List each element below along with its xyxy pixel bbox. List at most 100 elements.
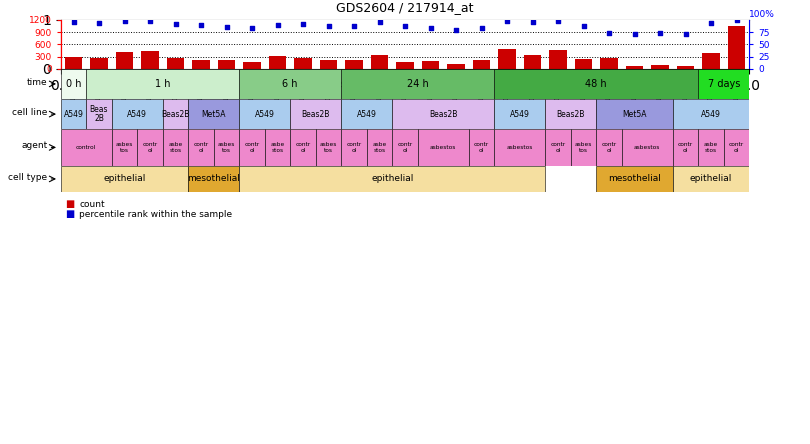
Point [628,31,641,38]
Bar [188,166,239,192]
Text: contr
ol: contr ol [398,142,412,153]
Bar [418,129,469,166]
Text: contr
ol: contr ol [245,142,259,153]
Text: Met5A: Met5A [202,110,226,119]
Text: 0 h: 0 h [66,79,81,89]
Bar [392,129,418,166]
Bar [494,99,545,129]
Bar [290,99,341,129]
Text: agent: agent [21,141,47,150]
Bar [469,129,494,166]
Bar [86,69,239,99]
Bar [167,59,185,69]
Text: A549: A549 [701,110,721,119]
Bar [61,69,86,99]
Text: control: control [76,145,96,150]
Bar [61,99,86,129]
Text: asbes
tos: asbes tos [575,142,592,153]
Bar [345,59,363,69]
Point [245,25,258,32]
Bar [545,129,571,166]
Bar [396,62,414,69]
Text: cell type: cell type [8,173,47,182]
Bar [676,66,694,69]
Text: percentile rank within the sample: percentile rank within the sample [79,210,232,219]
Bar [622,129,673,166]
Bar [188,129,214,166]
Text: asbes
tos: asbes tos [320,142,337,153]
Bar [698,129,724,166]
Bar [571,129,596,166]
Bar [112,129,137,166]
Bar [163,99,188,129]
Point [399,23,411,30]
Bar [192,59,210,69]
Text: contr
ol: contr ol [678,142,693,153]
Bar [600,58,618,69]
Point [679,30,692,37]
Text: 6 h: 6 h [283,79,298,89]
Text: Beas2B: Beas2B [556,110,585,119]
Bar [290,129,316,166]
Bar [218,60,236,69]
Bar [498,49,516,69]
Bar [596,99,673,129]
Bar [65,57,83,69]
Text: A549: A549 [255,110,275,119]
Text: ■: ■ [65,209,74,219]
Point [169,21,182,28]
Point [296,21,309,28]
Bar [625,66,643,69]
Bar [421,61,439,69]
Bar [367,129,392,166]
Bar [549,50,567,69]
Text: asbes
tos: asbes tos [116,142,133,153]
Point [373,18,386,25]
Bar [116,52,134,69]
Text: contr
ol: contr ol [602,142,616,153]
Bar [294,58,312,69]
Bar [574,59,592,69]
Text: epithelial: epithelial [690,174,732,183]
Text: contr
ol: contr ol [194,142,208,153]
Text: Beas
2B: Beas 2B [90,105,109,123]
Text: A549: A549 [127,110,147,119]
Bar [86,99,112,129]
Bar [141,51,159,69]
Point [526,19,539,26]
Text: A549: A549 [63,110,83,119]
Point [603,30,616,37]
Bar [698,69,749,99]
Text: 48 h: 48 h [586,79,607,89]
Bar [90,59,108,69]
Bar [341,69,494,99]
Point [143,18,156,25]
Bar [269,56,287,69]
Text: asbe
stos: asbe stos [704,142,718,153]
Bar [673,99,749,129]
Point [475,25,488,32]
Point [67,19,80,26]
Bar [239,129,265,166]
Bar [727,26,745,69]
Text: asbestos: asbestos [634,145,660,150]
Bar [320,59,338,69]
Text: asbe
stos: asbe stos [271,142,284,153]
Point [552,18,565,25]
Text: ■: ■ [65,199,74,209]
Text: Beas2B: Beas2B [429,110,458,119]
Text: A549: A549 [357,110,377,119]
Text: contr
ol: contr ol [551,142,565,153]
Text: epithelial: epithelial [371,174,413,183]
Bar [265,129,290,166]
Point [450,26,463,33]
Bar [316,129,341,166]
Point [194,22,207,29]
Bar [239,99,290,129]
Bar [341,129,367,166]
Text: GDS2604 / 217914_at: GDS2604 / 217914_at [336,1,474,14]
Text: contr
ol: contr ol [347,142,361,153]
Bar [673,166,749,192]
Bar [494,129,545,166]
Point [347,22,360,29]
